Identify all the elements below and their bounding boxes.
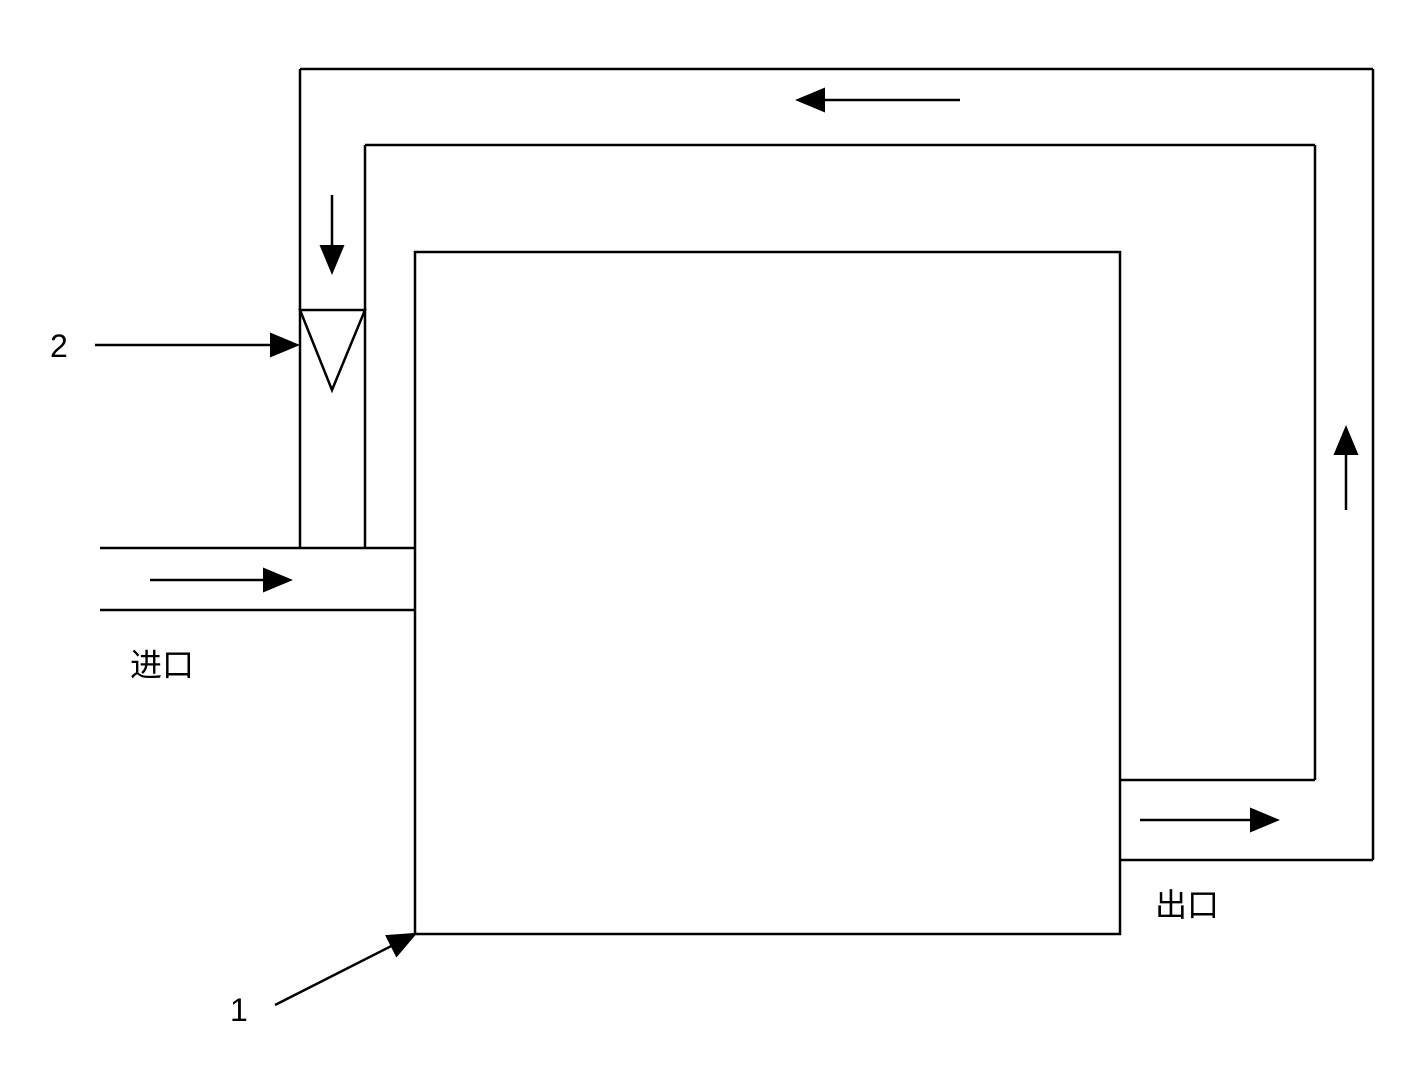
label-inlet: 进口 xyxy=(130,640,194,686)
label-ref-1: 1 xyxy=(230,992,248,1029)
arrow-ref-1 xyxy=(275,935,413,1005)
label-outlet: 出口 xyxy=(1155,880,1219,926)
valve-triangle xyxy=(300,310,365,390)
label-ref-2: 2 xyxy=(50,328,68,365)
main-box xyxy=(415,252,1120,934)
